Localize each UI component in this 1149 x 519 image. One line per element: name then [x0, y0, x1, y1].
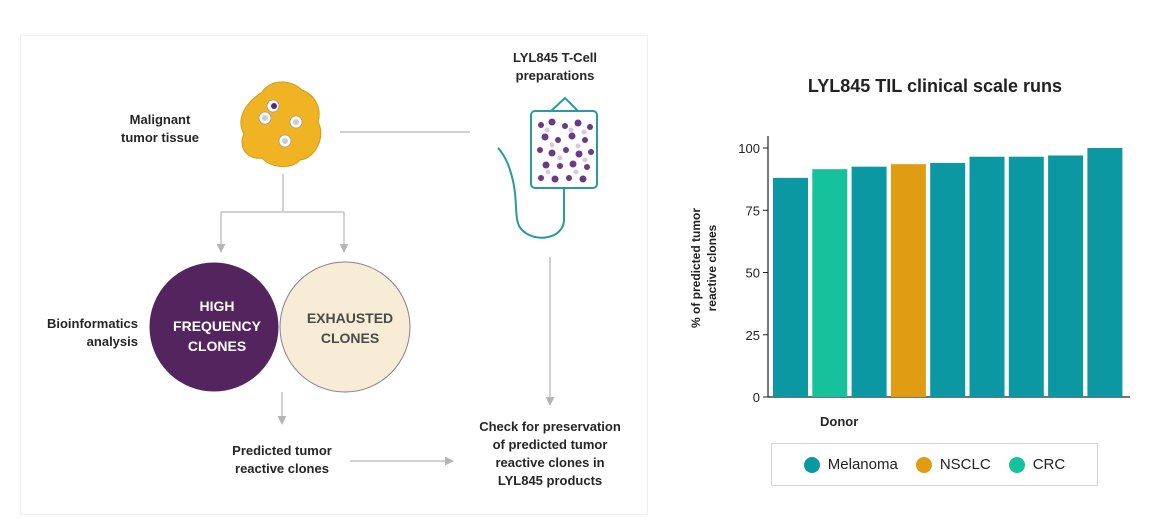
y-tick-label: 75: [746, 203, 760, 218]
legend-item-nsclc: NSCLC: [915, 456, 991, 473]
workflow-panel: [20, 35, 648, 515]
bar-8: [1048, 155, 1084, 397]
high-frequency-label: HIGH FREQUENCY CLONES: [173, 298, 261, 354]
high-frequency-circle: [150, 263, 278, 391]
bar-3: [851, 166, 887, 397]
bar-4: [890, 164, 926, 397]
bar-1: [773, 177, 808, 397]
y-tick-label: 25: [746, 328, 760, 343]
exhausted-circle: [279, 261, 411, 393]
tumor-tissue-icon: [240, 81, 322, 167]
predicted-clones-label: Predicted tumor reactive clones: [232, 443, 332, 476]
legend-item-crc: CRC: [1008, 456, 1066, 473]
exhausted-label: EXHAUSTED CLONES: [306, 310, 394, 346]
malignant-tumor-label: Malignant tumor tissue: [120, 112, 199, 145]
connector-lines: [216, 131, 555, 466]
check-preservation-label: Check for preservation of predicted tumo…: [479, 419, 621, 488]
y-tick-label: 0: [753, 390, 760, 405]
y-tick-label: 100: [738, 141, 760, 156]
bioinformatics-label: Bioinformatics analysis: [46, 316, 138, 349]
chart-legend: Melanoma NSCLC CRC: [771, 443, 1098, 486]
tcell-preparations-label: LYL845 T-Cell preparations: [512, 50, 598, 83]
legend-swatch-crc: [1008, 456, 1025, 473]
tcell-bag-icon: [497, 96, 598, 239]
chart-title: LYL845 TIL clinical scale runs: [807, 76, 1063, 96]
bar-2: [812, 169, 848, 397]
bar-6: [969, 156, 1005, 397]
bar-chart: 0 25 50 75 100: [738, 136, 1130, 405]
bar-7: [1008, 156, 1044, 397]
y-tick-label: 50: [746, 266, 760, 281]
legend-label-melanoma: Melanoma: [827, 456, 898, 473]
bar-5: [930, 162, 966, 397]
legend-label-nsclc: NSCLC: [939, 456, 991, 473]
y-axis-title: % of predicted tumor reactive clones: [689, 208, 719, 329]
legend-label-crc: CRC: [1032, 456, 1066, 473]
bar-9: [1087, 148, 1123, 397]
x-axis-title: Donor: [820, 414, 859, 429]
legend-swatch-nsclc: [915, 456, 932, 473]
legend-item-melanoma: Melanoma: [803, 456, 898, 473]
legend-swatch-melanoma: [803, 456, 820, 473]
venn-diagram: [149, 261, 411, 393]
